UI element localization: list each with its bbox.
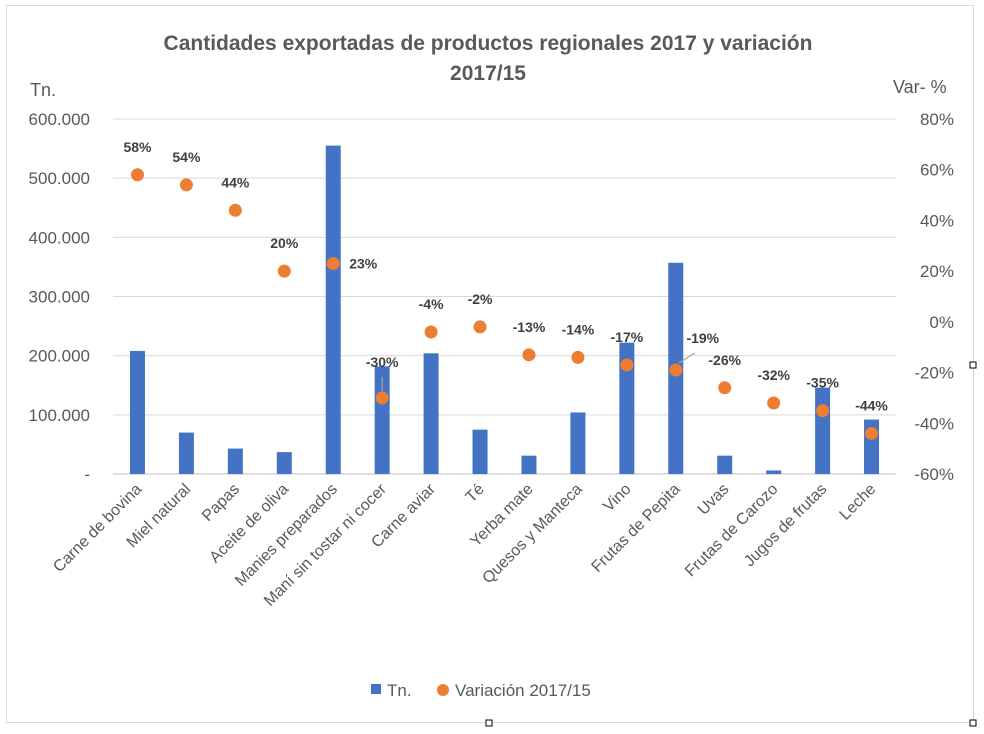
data-point	[473, 320, 487, 334]
bar	[129, 350, 145, 474]
legend-label-variacion: Variación 2017/15	[455, 681, 591, 700]
data-label: -14%	[562, 321, 595, 337]
x-category-label: Frutas de Carozo	[682, 481, 781, 580]
y-right-axis-title: Var- %	[893, 77, 947, 97]
resize-handle-right[interactable]	[969, 361, 977, 369]
data-labels: 58% 54% 44% 20% 23% -30% -4% -2% -13% -14% -17% -19…	[123, 139, 888, 414]
y-left-tick-label: 200.000	[29, 347, 90, 366]
data-label: 54%	[172, 149, 201, 165]
y-left-tick-label: 100.000	[29, 406, 90, 425]
legend-swatch-variacion	[437, 684, 449, 696]
leader-lines	[381, 352, 696, 391]
resize-handle-corner[interactable]	[969, 719, 977, 727]
y-right-tick-label: 20%	[920, 262, 954, 281]
data-point	[522, 348, 536, 362]
data-label: 44%	[221, 174, 250, 190]
bar	[521, 455, 537, 474]
y-left-axis-title: Tn.	[30, 80, 56, 100]
data-label: -2%	[468, 291, 493, 307]
bar	[570, 412, 586, 474]
y-left-tick-label: -	[84, 465, 90, 484]
y-right-tick-label: 40%	[920, 211, 954, 230]
x-category-label: Leche	[837, 481, 880, 524]
bar	[276, 452, 292, 474]
y-left-tick-label: 300.000	[29, 288, 90, 307]
data-label: -17%	[611, 329, 644, 345]
resize-handle-bottom[interactable]	[485, 719, 493, 727]
bar	[227, 448, 243, 474]
data-label: -30%	[366, 354, 399, 370]
bar	[325, 145, 341, 474]
bar	[815, 387, 831, 474]
y-right-tick-label: -60%	[914, 465, 954, 484]
data-point	[865, 426, 879, 440]
y-left-tick-label: 400.000	[29, 228, 90, 247]
data-label: -19%	[686, 330, 719, 346]
data-point	[228, 203, 242, 217]
data-point	[816, 404, 830, 418]
bar	[619, 342, 635, 474]
data-point	[130, 168, 144, 182]
scatter-series	[130, 168, 879, 440]
data-label: -32%	[757, 367, 790, 383]
data-label: 20%	[270, 235, 299, 251]
data-point	[571, 350, 585, 364]
data-point	[718, 381, 732, 395]
data-point	[424, 325, 438, 339]
bar-series	[129, 145, 880, 474]
x-category-label: Papas	[199, 481, 243, 525]
chart-title-line-2: 2017/15	[450, 62, 526, 85]
data-point	[620, 358, 634, 372]
legend: Tn. Variación 2017/15	[371, 681, 591, 700]
data-label: -13%	[513, 319, 546, 335]
data-point	[669, 363, 683, 377]
bar	[472, 429, 488, 474]
y-left-tick-label: 600.000	[29, 110, 90, 129]
data-label: -4%	[419, 296, 444, 312]
data-label: -35%	[806, 375, 839, 391]
bar	[717, 455, 733, 474]
x-category-label: Jugos de frutas	[741, 481, 830, 570]
chart-area[interactable]	[6, 5, 974, 723]
leader-line	[678, 352, 696, 364]
x-category-label: Té	[463, 481, 488, 506]
x-category-label: Carne de bovina	[50, 481, 145, 576]
data-label: 58%	[123, 139, 152, 155]
data-point	[179, 178, 193, 192]
data-label: -26%	[708, 352, 741, 368]
bar	[766, 470, 782, 474]
data-point	[326, 257, 340, 271]
data-label: 23%	[349, 256, 378, 272]
data-point	[375, 391, 389, 405]
data-point	[277, 264, 291, 278]
bar	[423, 353, 439, 474]
y-left-tick-labels: - 100.000 200.000 300.000 400.000 500.000 600.…	[29, 110, 90, 484]
bar	[178, 432, 194, 474]
x-category-label: Frutas de Pepita	[589, 481, 684, 576]
legend-label-tn: Tn.	[387, 681, 412, 700]
gridlines	[113, 118, 896, 475]
y-left-tick-label: 500.000	[29, 169, 90, 188]
y-right-tick-label: -20%	[914, 364, 954, 383]
legend-swatch-tn	[371, 684, 381, 694]
chart-title-line-1: Cantidades exportadas de productos regio…	[164, 32, 813, 55]
data-label: -44%	[855, 397, 888, 413]
y-right-tick-label: 0%	[929, 313, 954, 332]
y-right-tick-labels: -60% -40% -20% 0% 20% 40% 60% 80%	[914, 110, 954, 484]
y-right-tick-label: -40%	[914, 414, 954, 433]
y-right-tick-label: 60%	[920, 161, 954, 180]
y-right-tick-label: 80%	[920, 110, 954, 129]
x-category-label: Uvas	[695, 481, 733, 519]
data-point	[767, 396, 781, 410]
x-category-label: Vino	[600, 481, 635, 516]
